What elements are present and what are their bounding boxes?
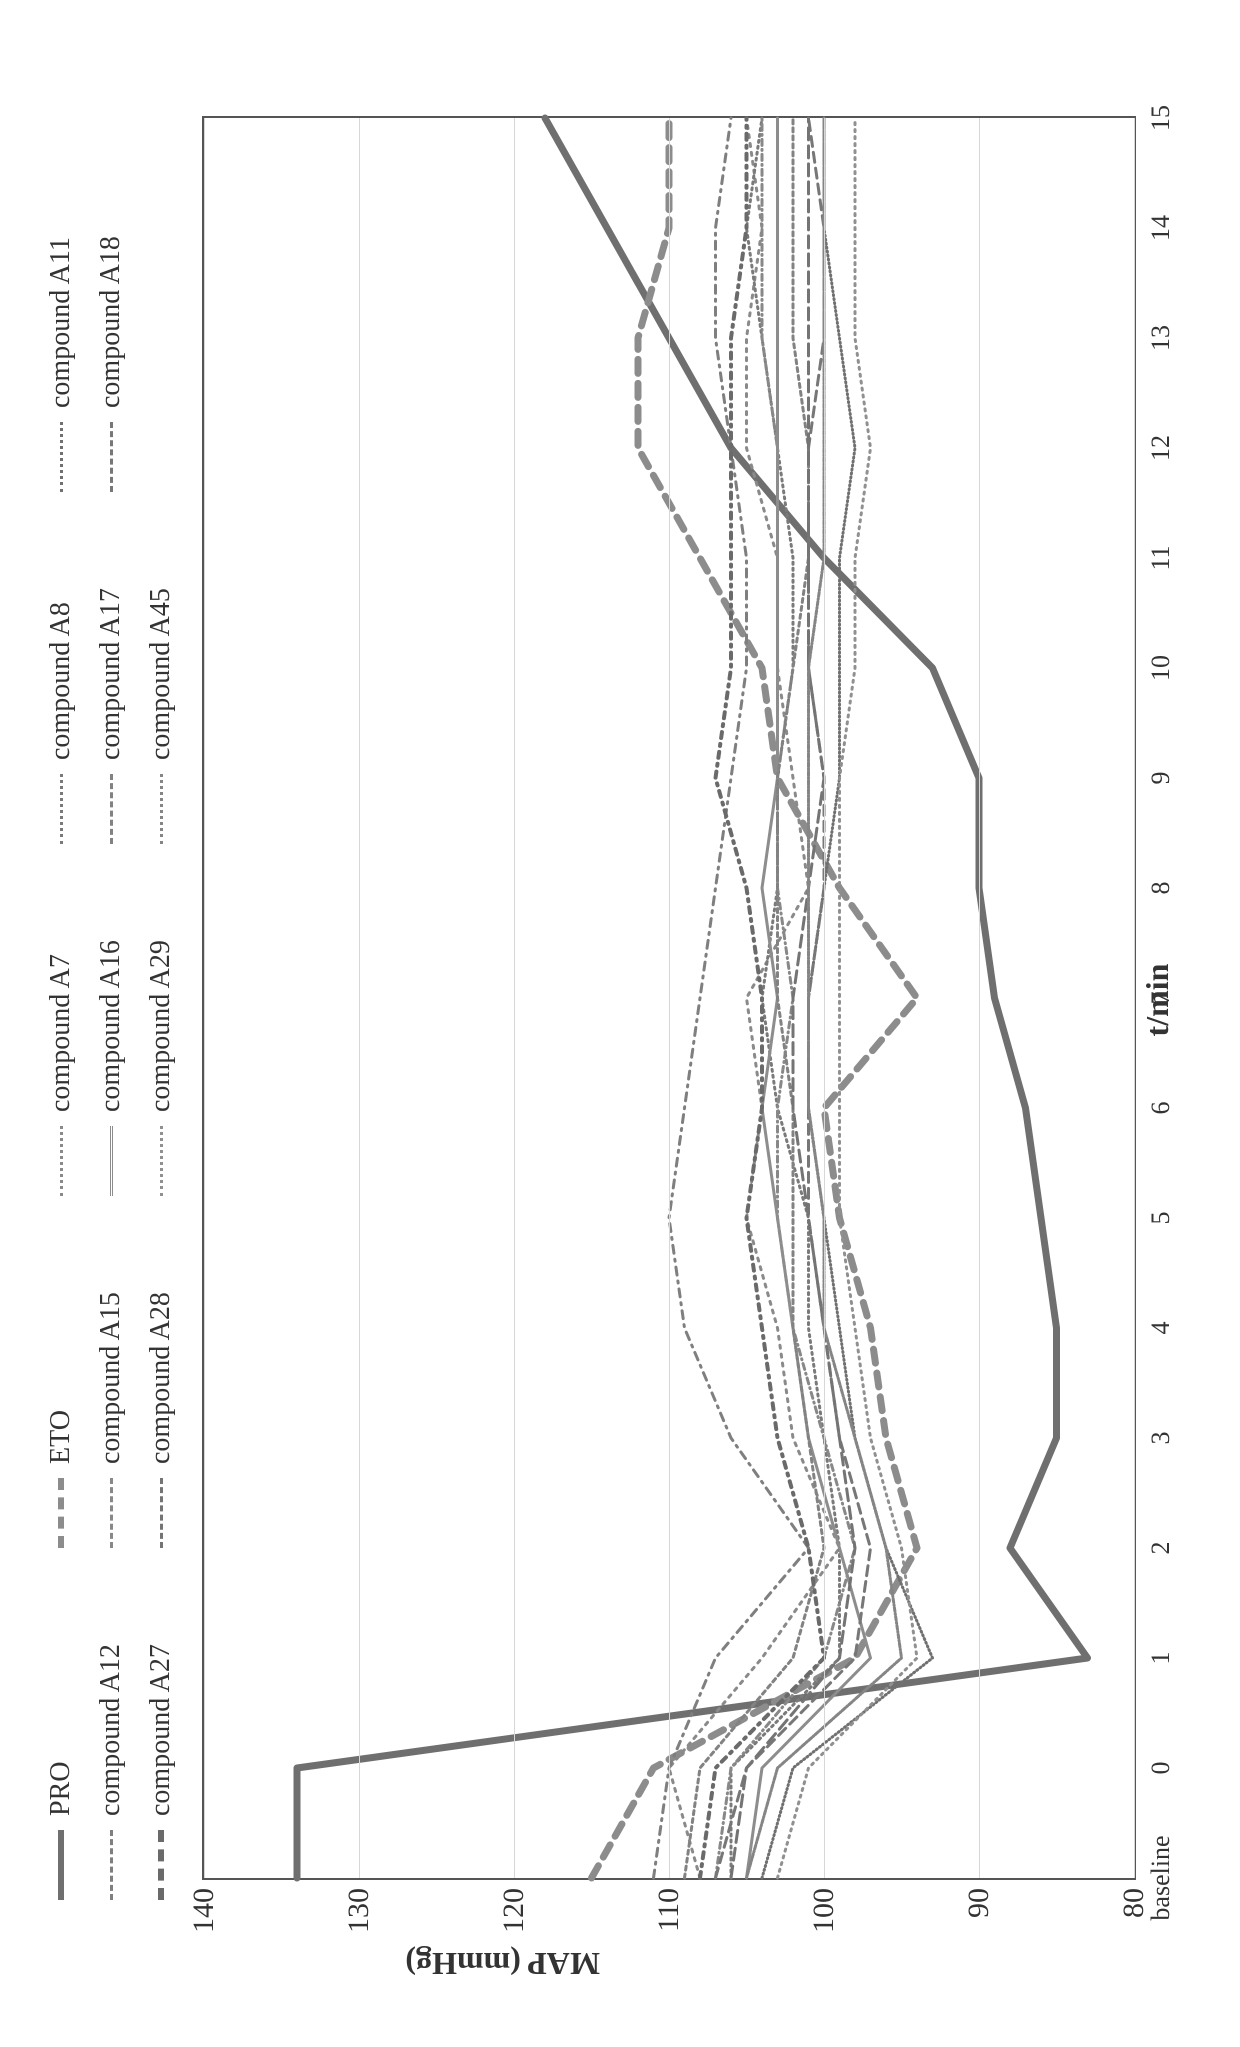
legend-item-compound_A18: compound A18 — [90, 200, 132, 492]
gridline — [1134, 118, 1135, 1878]
legend-item-compound_A8: compound A8 — [40, 552, 82, 844]
legend-label: ETO — [40, 1410, 82, 1464]
legend-item-PRO: PRO — [40, 1608, 82, 1900]
y-tick-label: 120 — [497, 1888, 531, 1948]
legend-label: compound A45 — [140, 588, 182, 760]
legend-item-compound_A11: compound A11 — [40, 200, 82, 492]
plot-area: 8090100110120130140baseline0123456789101… — [202, 116, 1136, 1880]
gridline — [204, 118, 205, 1878]
legend-item-ETO: ETO — [40, 1256, 82, 1548]
y-tick-label: 90 — [962, 1888, 996, 1948]
legend-item-compound_A29: compound A29 — [140, 904, 182, 1196]
legend-label: compound A16 — [90, 940, 132, 1112]
legend-item-compound_A28: compound A28 — [140, 1256, 182, 1548]
legend-swatch-icon — [60, 1126, 63, 1196]
y-tick-label: 110 — [652, 1888, 686, 1948]
legend-item-compound_A27: compound A27 — [140, 1608, 182, 1900]
legend-swatch-icon — [160, 1126, 163, 1196]
legend-swatch-icon — [110, 1830, 113, 1900]
legend-item-compound_A12: compound A12 — [90, 1608, 132, 1900]
legend-swatch-icon — [60, 774, 63, 844]
legend-swatch-icon — [58, 1830, 64, 1900]
legend-item-compound_A16: compound A16 — [90, 904, 132, 1196]
legend-swatch-icon — [110, 422, 113, 492]
legend-swatch-icon — [160, 1478, 163, 1548]
legend-item-compound_A7: compound A7 — [40, 904, 82, 1196]
legend-label: PRO — [40, 1762, 82, 1816]
legend-label: compound A28 — [140, 1292, 182, 1464]
legend-swatch-icon — [110, 1126, 113, 1196]
gridline — [359, 118, 360, 1878]
series-compound_A15 — [716, 118, 856, 1878]
legend-label: compound A12 — [90, 1644, 132, 1816]
legend-label: compound A29 — [140, 940, 182, 1112]
legend-label: compound A15 — [90, 1292, 132, 1464]
legend-item-compound_A45: compound A45 — [140, 552, 182, 844]
chart-legend: PRO ETO compound A7 compound A8 compound A11… — [40, 200, 182, 1900]
legend-swatch-icon — [110, 774, 113, 844]
series-compound_A12 — [654, 118, 809, 1878]
legend-swatch-icon — [60, 422, 63, 492]
legend-label: compound A18 — [90, 236, 132, 408]
legend-item-compound_A17: compound A17 — [90, 552, 132, 844]
legend-item-compound_A15: compound A15 — [90, 1256, 132, 1548]
chart-container: PRO ETO compound A7 compound A8 compound A11… — [40, 40, 1200, 2000]
legend-swatch-icon — [110, 1478, 113, 1548]
gridline — [824, 118, 825, 1878]
legend-label: compound A17 — [90, 588, 132, 760]
y-tick-label: 100 — [807, 1888, 841, 1948]
legend-label: compound A27 — [140, 1644, 182, 1816]
legend-label: compound A8 — [40, 602, 82, 760]
legend-swatch-icon — [160, 774, 163, 844]
y-axis-label: MAP (mmHg) — [405, 1945, 600, 1982]
gridline — [514, 118, 515, 1878]
legend-label: compound A11 — [40, 237, 82, 408]
gridline — [979, 118, 980, 1878]
y-tick-label: 130 — [342, 1888, 376, 1948]
legend-label: compound A7 — [40, 954, 82, 1112]
series-PRO — [297, 118, 1088, 1878]
series-compound_A11 — [762, 118, 933, 1878]
gridline — [669, 118, 670, 1878]
y-tick-label: 140 — [187, 1888, 221, 1948]
x-axis-label: t/min — [1139, 120, 1176, 1880]
legend-swatch-icon — [58, 1478, 64, 1548]
legend-swatch-icon — [158, 1830, 164, 1900]
